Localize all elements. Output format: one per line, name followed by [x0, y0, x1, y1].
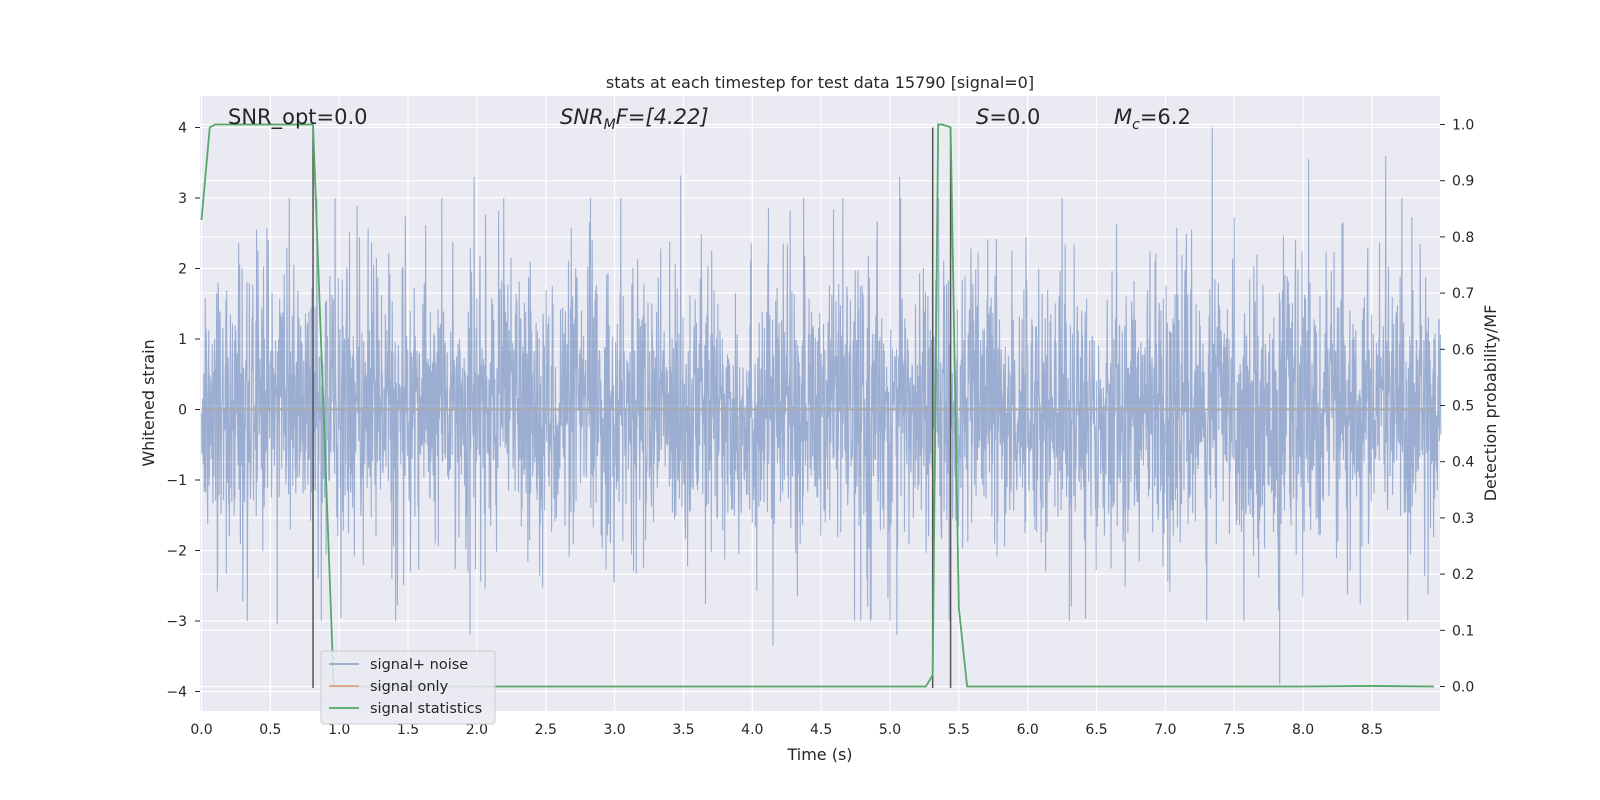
annotation-snr-mf: SNRMF=[4.22] — [560, 105, 709, 133]
chart-title: stats at each timestep for test data 157… — [606, 73, 1034, 92]
y-right-tick-label: 1.0 — [1452, 118, 1474, 134]
y-right-tick-label: 0.6 — [1452, 342, 1474, 358]
x-tick-label: 4.0 — [741, 722, 763, 738]
annotation-snr-mf-sub: M — [604, 117, 616, 133]
x-tick-label: 8.0 — [1292, 722, 1314, 738]
x-tick-label: 4.5 — [810, 722, 832, 738]
annotation-mc-main: M — [1114, 105, 1132, 129]
y-left-axis-ticks: −4 −3 −2 −1 0 1 2 3 4 — [166, 121, 200, 701]
y-right-tick-label: 0.7 — [1452, 286, 1474, 302]
annotation-mc: Mc=6.2 — [1114, 105, 1191, 133]
y-right-tick-label: 0.2 — [1452, 567, 1474, 583]
x-tick-label: 3.0 — [603, 722, 625, 738]
annotation-snr-mf-rest: F=[4.22] — [616, 105, 709, 129]
y-left-tick-label: 1 — [178, 332, 187, 348]
legend-box — [320, 650, 496, 725]
annotation-s-rest: =0.0 — [989, 105, 1040, 129]
y-right-tick-label: 0.5 — [1452, 399, 1474, 415]
signal-noise-trace — [200, 127, 1442, 685]
x-tick-label: 5.5 — [948, 722, 970, 738]
legend-label-signal-statistics: signal statistics — [370, 701, 482, 717]
x-tick-label: 6.0 — [1017, 722, 1039, 738]
y-right-axis-label: Detection probability/MF — [1481, 305, 1500, 502]
x-axis-ticks: 0.0 0.5 1.0 1.5 2.0 2.5 3.0 3.5 4.0 4.5 5.0 5.5 6.0 6… — [190, 722, 1383, 738]
x-tick-label: 1.5 — [397, 722, 419, 738]
annotation-s-main: S — [976, 105, 989, 129]
y-right-tick-label: 0.1 — [1452, 623, 1474, 639]
y-right-axis-ticks: 0.0 0.1 0.2 0.3 0.4 0.5 0.6 0.7 0.8 0.9 1.0 — [1440, 118, 1474, 696]
x-tick-label: 3.5 — [672, 722, 694, 738]
x-tick-label: 2.5 — [535, 722, 557, 738]
y-right-tick-label: 0.4 — [1452, 455, 1474, 471]
x-tick-label: 6.5 — [1085, 722, 1107, 738]
y-right-tick-label: 0.0 — [1452, 680, 1474, 696]
annotation-mc-rest: =6.2 — [1140, 105, 1191, 129]
x-tick-label: 8.5 — [1361, 722, 1383, 738]
y-left-axis-label: Whitened strain — [139, 339, 158, 466]
legend-label-signal-noise: signal+ noise — [370, 657, 468, 673]
x-tick-label: 0.5 — [259, 722, 281, 738]
y-left-tick-label: −4 — [166, 685, 187, 701]
y-right-tick-label: 0.3 — [1452, 511, 1474, 527]
x-axis-label: Time (s) — [786, 745, 852, 764]
y-left-tick-label: 4 — [178, 121, 187, 137]
annotation-mc-sub: c — [1132, 117, 1140, 133]
y-left-tick-label: −1 — [166, 473, 187, 489]
annotation-s: S=0.0 — [976, 105, 1040, 129]
y-right-tick-label: 0.8 — [1452, 230, 1474, 246]
y-left-tick-label: 3 — [178, 191, 187, 207]
annotation-snr-opt: SNR_opt=0.0 — [228, 105, 368, 130]
y-left-tick-label: −2 — [166, 544, 187, 560]
y-right-tick-label: 0.9 — [1452, 174, 1474, 190]
x-tick-label: 5.0 — [879, 722, 901, 738]
y-left-tick-label: 0 — [178, 403, 187, 419]
legend-label-signal-only: signal only — [370, 679, 449, 695]
x-tick-label: 2.0 — [466, 722, 488, 738]
x-tick-label: 0.0 — [190, 722, 212, 738]
legend: signal+ noise signal only signal statist… — [320, 650, 496, 725]
x-tick-label: 1.0 — [328, 722, 350, 738]
signal-statistics-series — [200, 123, 1434, 688]
x-tick-label: 7.0 — [1154, 722, 1176, 738]
signal-noise-series — [200, 127, 1442, 685]
y-left-tick-label: −3 — [166, 614, 187, 630]
annotation-snr-mf-main: SNR — [560, 105, 604, 129]
y-left-tick-label: 2 — [178, 262, 187, 278]
x-tick-label: 7.5 — [1223, 722, 1245, 738]
